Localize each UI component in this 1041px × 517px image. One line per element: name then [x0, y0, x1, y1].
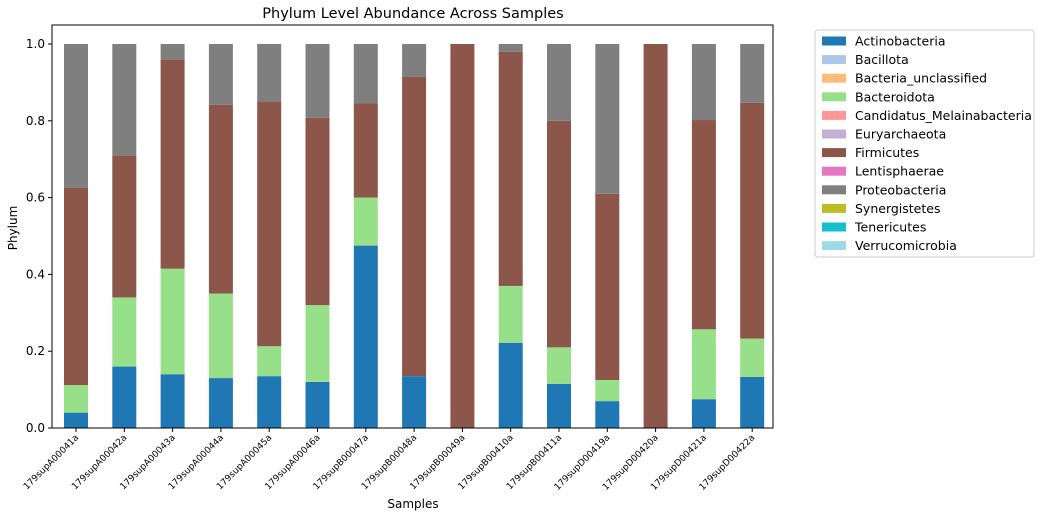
bar-segment	[160, 44, 185, 60]
chart-title: Phylum Level Abundance Across Samples	[262, 6, 563, 22]
legend-label: Synergistetes	[855, 201, 940, 216]
bar-segment	[160, 268, 185, 375]
bar-segment	[112, 297, 137, 367]
bar-segment	[208, 104, 233, 294]
bar-segment	[691, 329, 716, 400]
bar-segment	[208, 44, 233, 105]
bar-segment	[305, 44, 330, 118]
legend-label: Euryarchaeota	[855, 127, 946, 142]
legend-box	[814, 29, 1035, 258]
bar-segment	[353, 103, 378, 198]
bar-segment	[402, 76, 427, 377]
bar-segment	[740, 44, 765, 103]
legend: Actinobacteria Bacillota Bacteria_unclassi…	[814, 29, 1035, 258]
bar-segment	[257, 44, 282, 102]
bar-segment	[547, 383, 571, 428]
bar-segment	[257, 101, 282, 347]
y-axis-title: Phylum	[6, 206, 20, 251]
legend-swatch	[822, 129, 846, 139]
bar-segment	[740, 376, 765, 428]
bar-segment	[353, 197, 378, 246]
bar-segment	[402, 376, 427, 428]
legend-swatch	[822, 222, 846, 232]
bar-segment	[740, 338, 765, 377]
bar-segment	[64, 384, 88, 413]
bar-segment	[595, 401, 620, 428]
bar-segment	[498, 285, 523, 343]
legend-swatch	[822, 36, 846, 46]
legend-swatch	[822, 203, 846, 213]
bar-segment	[547, 44, 571, 121]
bar-segment	[112, 44, 137, 156]
bar-segment	[64, 412, 88, 428]
y-tick-label: 1.0	[26, 37, 45, 51]
bar-segment	[160, 374, 185, 428]
y-tick-label: 0.0	[26, 421, 45, 435]
bar-segment	[691, 120, 716, 330]
legend-label: Tenericutes	[854, 220, 926, 235]
y-tick-label: 0.2	[26, 344, 45, 358]
bar-segment	[691, 399, 716, 428]
legend-label: Firmicutes	[855, 145, 919, 160]
legend-label: Actinobacteria	[855, 34, 945, 49]
bar-segment	[305, 305, 330, 382]
bar-segment	[64, 44, 88, 188]
x-axis-title: Samples	[387, 497, 438, 511]
bars-group	[64, 44, 765, 428]
bar-segment	[64, 188, 88, 385]
bar-segment	[643, 44, 668, 428]
legend-label: Bacillota	[855, 52, 909, 67]
bar-segment	[450, 44, 475, 428]
bar-segment	[740, 102, 765, 339]
legend-swatch	[822, 148, 846, 158]
bar-segment	[595, 380, 620, 402]
legend-swatch	[822, 185, 846, 195]
bar-segment	[498, 44, 523, 52]
bar-segment	[208, 378, 233, 428]
legend-label: Proteobacteria	[855, 182, 946, 197]
bar-segment	[547, 347, 571, 384]
bar-segment	[208, 293, 233, 379]
legend-swatch	[822, 73, 846, 83]
legend-label: Candidatus_Melainabacteria	[855, 108, 1032, 123]
bar-segment	[257, 376, 282, 428]
bar-segment	[498, 342, 523, 428]
legend-label: Bacteroidota	[855, 89, 935, 104]
bar-segment	[595, 193, 620, 380]
legend-label: Bacteria_unclassified	[855, 71, 987, 86]
legend-swatch	[822, 166, 846, 176]
bar-segment	[498, 51, 523, 286]
bar-segment	[257, 346, 282, 377]
legend-swatch	[822, 92, 846, 102]
bar-segment	[112, 155, 137, 298]
plot-frame	[51, 24, 774, 429]
x-axis: 179supA00041a179supA00042a179supA00043a1…	[22, 428, 757, 493]
legend-label: Lentisphaerae	[855, 164, 944, 179]
bar-segment	[305, 381, 330, 428]
bar-segment	[691, 44, 716, 121]
legend-label: Verrucomicrobia	[855, 238, 957, 253]
bar-segment	[353, 245, 378, 428]
y-tick-label: 0.6	[26, 191, 45, 205]
bar-segment	[353, 44, 378, 104]
legend-swatch	[822, 110, 846, 120]
bar-segment	[595, 44, 620, 194]
legend-swatch	[822, 55, 846, 65]
legend-swatch	[822, 241, 846, 251]
y-tick-label: 0.4	[26, 267, 45, 281]
bar-segment	[112, 366, 137, 428]
bar-segment	[547, 120, 571, 348]
y-axis: 0.0 0.2 0.4 0.6 0.8 1.0	[26, 37, 52, 435]
y-tick-label: 0.8	[26, 114, 45, 128]
bar-segment	[160, 59, 185, 269]
bar-segment	[305, 117, 330, 306]
bar-segment	[402, 44, 427, 77]
